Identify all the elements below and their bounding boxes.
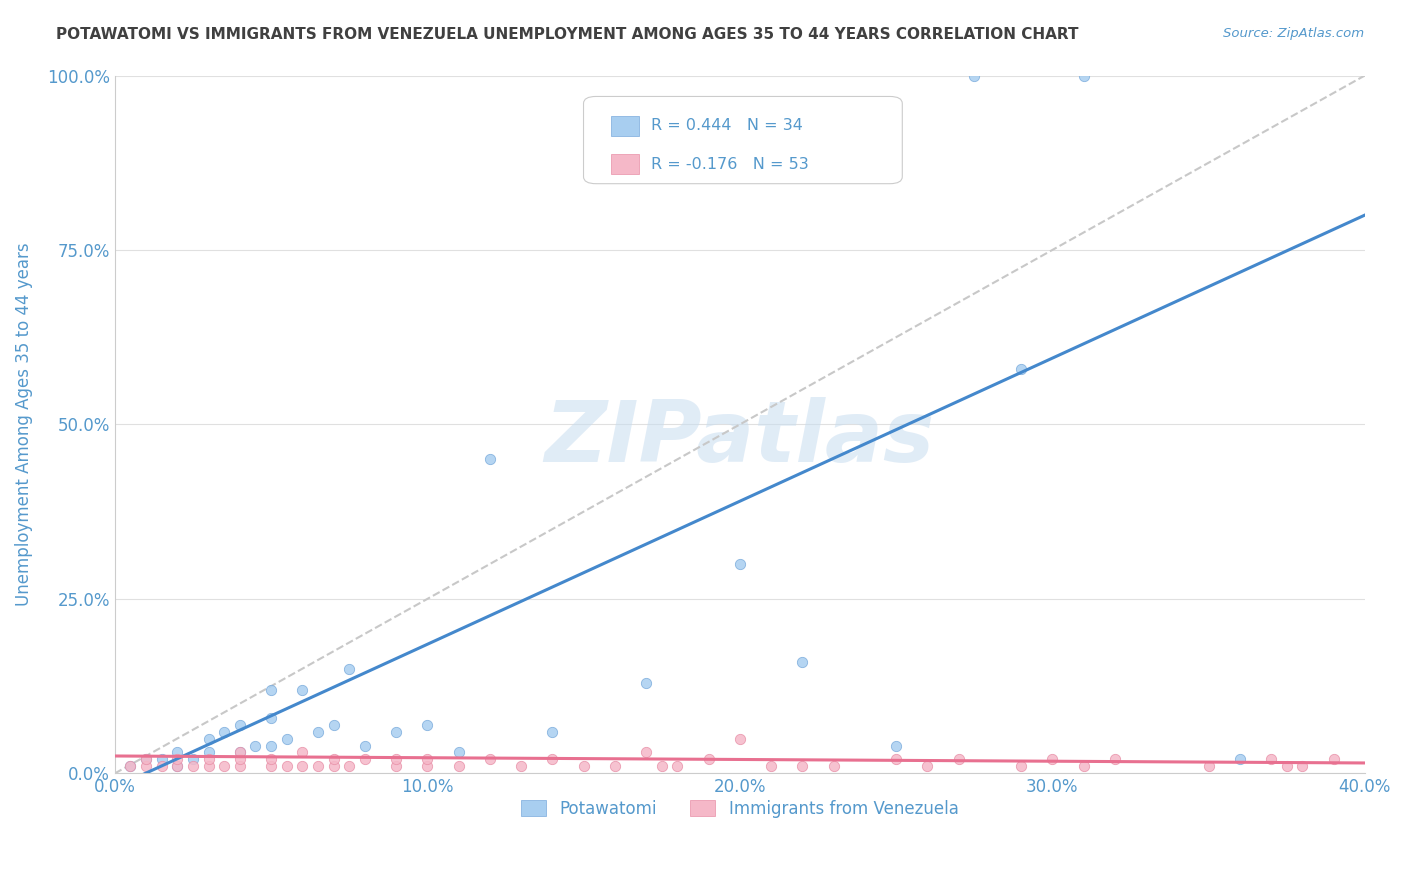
Point [229,752,252,766]
Point [634,675,657,690]
Point [260,752,283,766]
Point [260,759,283,773]
Point [416,717,439,731]
Point [541,752,564,766]
Point [307,759,329,773]
Point [697,752,720,766]
Point [510,759,533,773]
Point [337,662,360,676]
Point [260,710,283,724]
Point [963,69,986,83]
Point [337,759,360,773]
Point [385,759,408,773]
Point [1073,69,1095,83]
Point [823,759,845,773]
Point [1229,752,1251,766]
Point [260,682,283,697]
Point [197,759,219,773]
Point [212,759,235,773]
FancyBboxPatch shape [583,96,903,184]
Point [1275,759,1298,773]
Point [1322,752,1344,766]
Point [728,731,751,746]
Point [322,759,344,773]
Point [150,752,173,766]
Point [181,759,204,773]
Point [229,746,252,760]
Text: Source: ZipAtlas.com: Source: ZipAtlas.com [1223,27,1364,40]
Point [1010,759,1032,773]
Point [416,759,439,773]
Point [651,759,673,773]
Point [603,759,626,773]
Point [197,746,219,760]
Point [478,752,501,766]
Legend: Potawatomi, Immigrants from Venezuela: Potawatomi, Immigrants from Venezuela [515,793,965,824]
Point [181,752,204,766]
Point [135,759,157,773]
Point [197,752,219,766]
Point [276,759,298,773]
Bar [612,154,638,174]
Point [291,746,314,760]
Bar [612,116,638,136]
Point [135,752,157,766]
Point [166,759,188,773]
Point [416,752,439,766]
Point [884,752,907,766]
Point [245,739,267,753]
Point [478,452,501,467]
Point [447,759,470,773]
Point [792,759,814,773]
Point [884,739,907,753]
Point [1040,752,1063,766]
Point [385,752,408,766]
Point [666,759,689,773]
Point [291,682,314,697]
Point [1073,759,1095,773]
Point [917,759,939,773]
Point [759,759,782,773]
Point [120,759,142,773]
Point [1260,752,1282,766]
Point [120,759,142,773]
Point [1198,759,1220,773]
Point [291,759,314,773]
Point [353,739,375,753]
Point [1104,752,1126,766]
Point [197,731,219,746]
Point [572,759,595,773]
Point [166,746,188,760]
Point [166,759,188,773]
Text: R = 0.444   N = 34: R = 0.444 N = 34 [651,119,803,133]
Point [229,759,252,773]
Point [229,746,252,760]
Point [728,557,751,571]
Text: R = -0.176   N = 53: R = -0.176 N = 53 [651,157,808,171]
Point [948,752,970,766]
Point [447,746,470,760]
Point [634,746,657,760]
Point [792,655,814,669]
Point [322,752,344,766]
Text: POTAWATOMI VS IMMIGRANTS FROM VENEZUELA UNEMPLOYMENT AMONG AGES 35 TO 44 YEARS C: POTAWATOMI VS IMMIGRANTS FROM VENEZUELA … [56,27,1078,42]
Point [229,717,252,731]
Point [260,739,283,753]
Y-axis label: Unemployment Among Ages 35 to 44 years: Unemployment Among Ages 35 to 44 years [15,243,32,607]
Point [1291,759,1313,773]
Point [1010,361,1032,376]
Text: ZIPatlas: ZIPatlas [544,397,935,480]
Point [353,752,375,766]
Point [541,724,564,739]
Point [135,752,157,766]
Point [150,759,173,773]
Point [212,724,235,739]
Point [307,724,329,739]
Point [385,724,408,739]
Point [276,731,298,746]
Point [166,752,188,766]
Point [322,717,344,731]
